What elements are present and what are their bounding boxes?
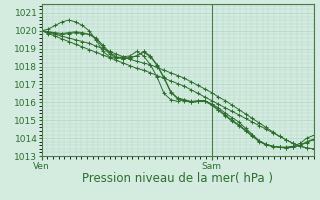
X-axis label: Pression niveau de la mer( hPa ): Pression niveau de la mer( hPa ) bbox=[82, 172, 273, 185]
